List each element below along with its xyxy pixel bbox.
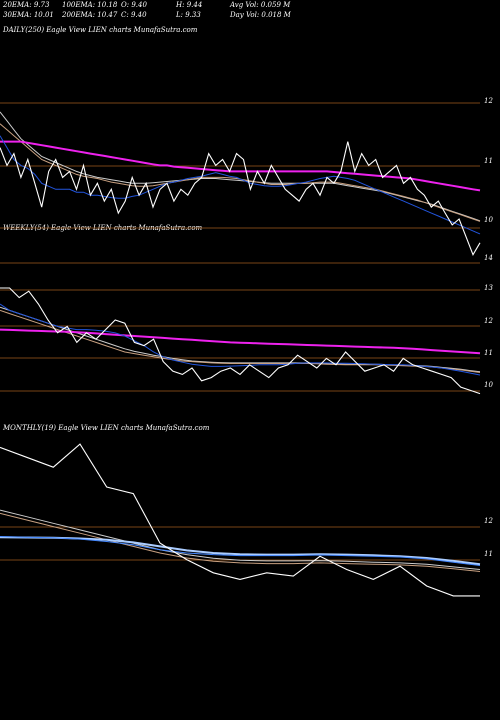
tick-label: 10: [484, 381, 493, 389]
tick-label: 11: [484, 550, 493, 558]
close-label: C: 9.40: [121, 11, 147, 19]
series-ema_slow2: [0, 111, 481, 222]
monthly-chart-label: MONTHLY(19) Eagle View LIEN charts Munaf…: [3, 424, 210, 432]
daily-chart-label: DAILY(250) Eagle View LIEN charts Munafa…: [3, 26, 198, 34]
tick-label: 12: [484, 517, 493, 525]
panel-0: 10 11 12 14: [0, 97, 493, 264]
series-ema_long: [0, 140, 481, 192]
series-price: [0, 287, 481, 395]
series-ema_fast: [0, 135, 481, 235]
series-ema_slow1: [0, 512, 481, 572]
open-label: O: 9.40: [121, 1, 147, 9]
series-ema_fast: [0, 303, 481, 376]
tick-label: 10: [484, 216, 493, 224]
tick-label: 14: [484, 254, 493, 262]
panel-1: 10 11 12 13: [0, 284, 493, 395]
low-label: L: 9.33: [176, 11, 201, 19]
day-vol-label: Day Vol: 0.018 M: [230, 11, 291, 19]
series-ema_slow2: [0, 509, 481, 570]
avg-vol-label: Avg Vol: 0.059 M: [230, 1, 291, 9]
tick-label: 11: [484, 349, 493, 357]
series-ema_fast: [0, 536, 481, 566]
series-price: [0, 141, 481, 256]
panel-2: 11 12: [0, 443, 493, 597]
ema200-label: 200EMA: 10.47: [62, 11, 118, 19]
series-ema_long: [0, 328, 481, 355]
ema30-label: 30EMA: 10.01: [3, 11, 54, 19]
series-ema_slow1: [0, 309, 481, 373]
series-price: [0, 443, 480, 597]
series-ema_slow1: [0, 123, 481, 222]
series-ema_long: [0, 536, 481, 566]
tick-label: 12: [484, 317, 493, 325]
tick-label: 12: [484, 97, 493, 105]
tick-label: 13: [484, 284, 493, 292]
high-label: H: 9.44: [176, 1, 203, 9]
ema100-label: 100EMA: 10.18: [62, 1, 118, 9]
tick-label: 11: [484, 157, 493, 165]
ema20-label: 20EMA: 9.73: [3, 1, 50, 9]
